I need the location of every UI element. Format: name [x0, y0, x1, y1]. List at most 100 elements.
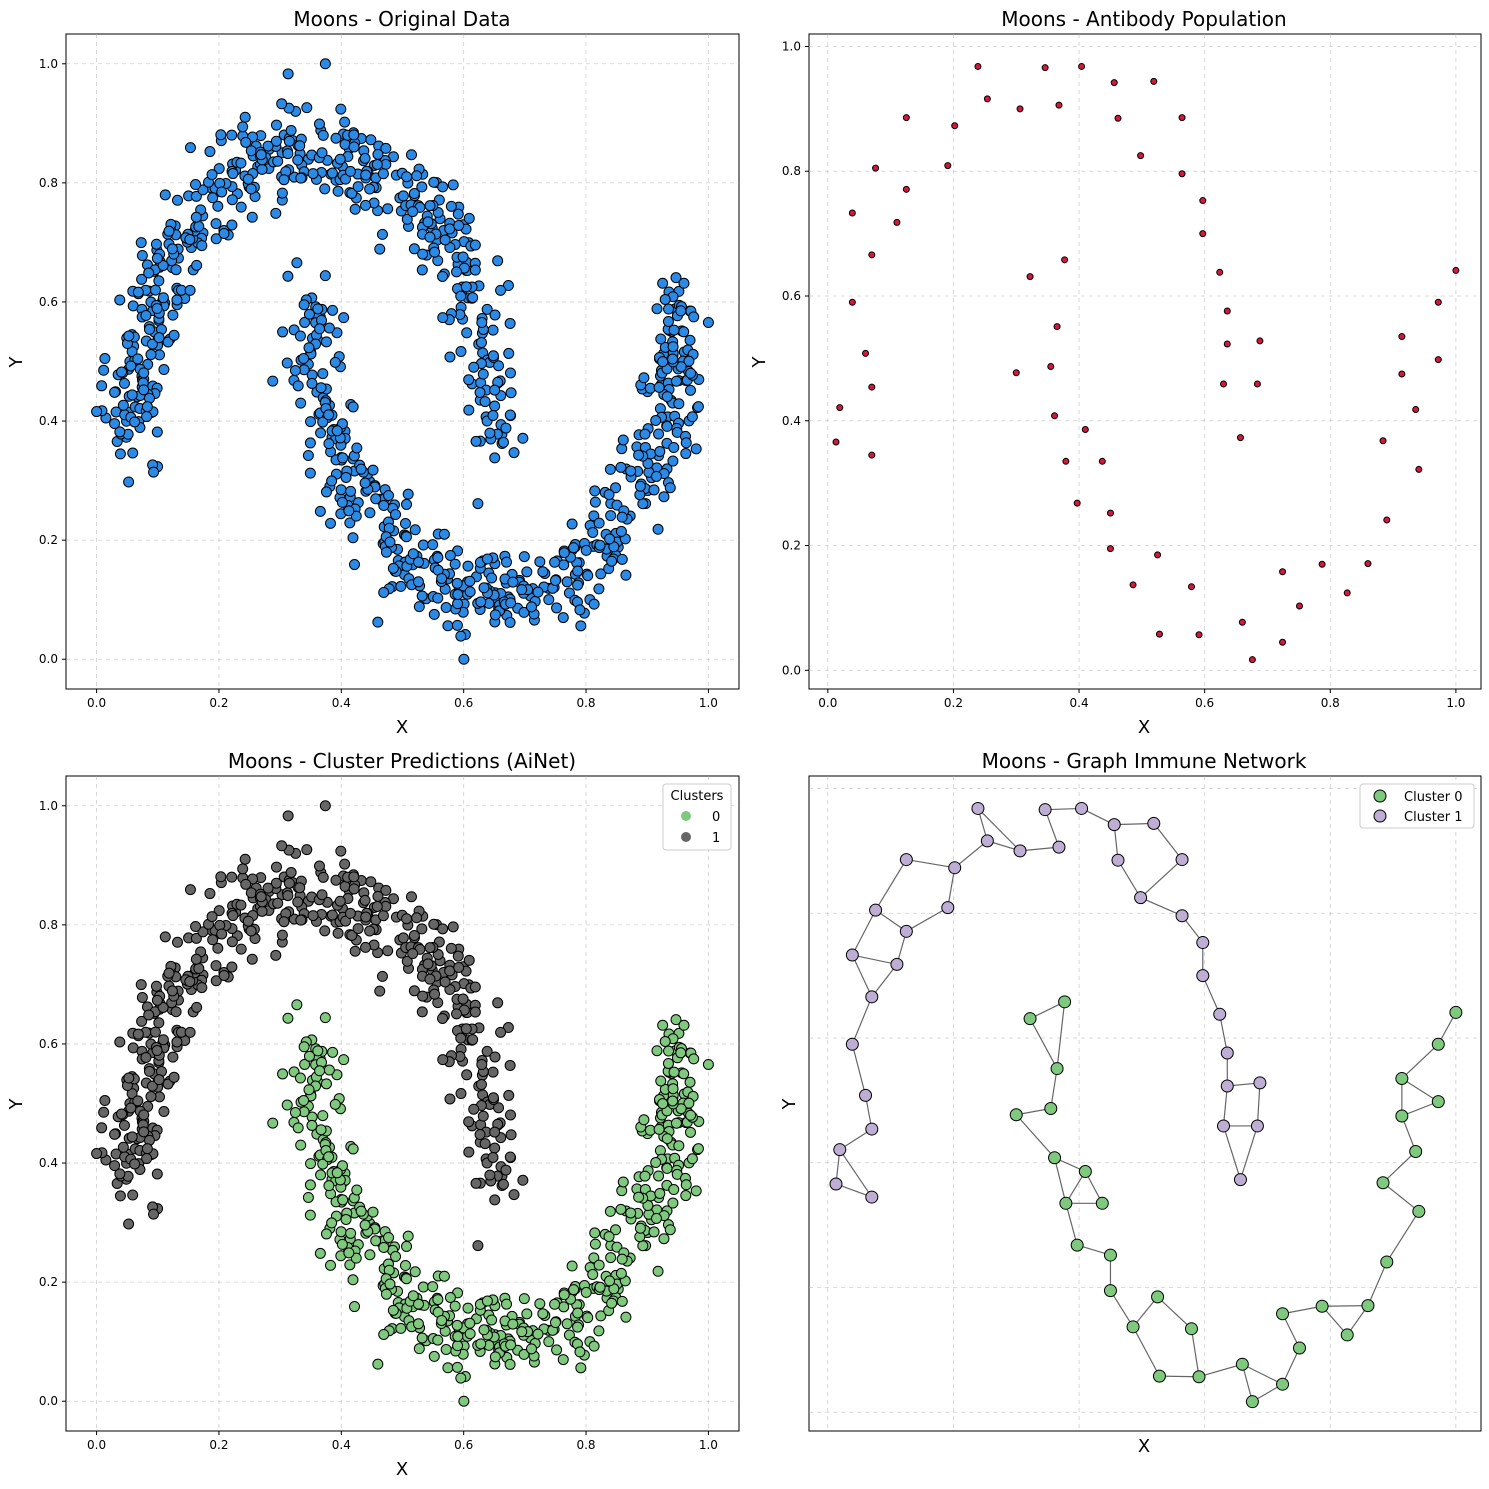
cluster-0-point — [319, 1012, 331, 1024]
antibody-point — [832, 438, 840, 446]
data-point — [453, 219, 465, 231]
cluster-1-point — [307, 910, 319, 922]
cluster-0-point — [549, 1298, 561, 1310]
cluster-0-point — [303, 1084, 315, 1096]
cluster-0-point — [282, 1012, 294, 1024]
network-node-cluster-0 — [1126, 1320, 1140, 1334]
y-tick-label: 0.8 — [782, 164, 801, 178]
data-point — [684, 384, 696, 396]
cluster-0-point — [452, 1330, 464, 1342]
network-node-cluster-1 — [1175, 909, 1189, 923]
data-point — [331, 425, 343, 437]
cluster-1-point — [352, 923, 364, 935]
cluster-0-point — [594, 1281, 606, 1293]
cluster-0-point — [345, 1227, 357, 1239]
data-point — [91, 406, 103, 418]
cluster-1-point — [132, 1095, 144, 1107]
network-node-cluster-1 — [829, 1177, 843, 1191]
y-tick-label: 0.4 — [39, 1156, 58, 1170]
data-point — [447, 179, 459, 191]
network-node-cluster-0 — [1009, 1108, 1023, 1122]
y-tick-label: 1.0 — [782, 39, 801, 53]
network-node-cluster-0 — [1361, 1299, 1375, 1313]
cluster-1-point — [468, 1103, 480, 1115]
cluster-1-point — [416, 923, 428, 935]
panel-4-nodes — [829, 801, 1463, 1409]
cluster-1-point — [171, 936, 183, 948]
data-point — [171, 294, 183, 306]
cluster-1-point — [463, 1116, 475, 1128]
cluster-0-point — [438, 1270, 450, 1282]
cluster-0-point — [675, 1103, 687, 1115]
data-point — [664, 482, 676, 494]
cluster-0-point — [401, 1240, 413, 1252]
data-point — [690, 443, 702, 455]
antibody-point — [1318, 560, 1326, 568]
data-point — [129, 416, 141, 428]
network-edge — [1256, 1082, 1261, 1126]
data-point — [429, 246, 441, 258]
data-point — [469, 239, 481, 251]
cluster-1-point — [270, 861, 282, 873]
cluster-1-point — [339, 858, 351, 870]
data-point — [364, 183, 376, 195]
data-point — [667, 353, 679, 365]
data-point — [460, 281, 472, 293]
network-edge — [906, 858, 955, 869]
data-point — [424, 231, 436, 243]
data-point — [625, 465, 637, 477]
data-point — [416, 264, 428, 276]
data-point — [588, 598, 600, 610]
data-point — [197, 184, 209, 196]
cluster-0-point — [295, 1139, 307, 1151]
cluster-0-point — [667, 1095, 679, 1107]
cluster-0-point — [521, 1308, 533, 1320]
cluster-1-point — [118, 1119, 130, 1131]
data-point — [383, 490, 395, 502]
cluster-1-point — [210, 975, 222, 987]
data-point — [298, 353, 310, 365]
cluster-0-point — [347, 1143, 359, 1155]
data-point — [330, 132, 342, 144]
cluster-1-point — [401, 955, 413, 967]
data-point — [210, 218, 222, 230]
cluster-1-point — [380, 884, 392, 896]
cluster-0-point — [329, 1098, 341, 1110]
data-point — [637, 498, 649, 510]
antibody-point — [1187, 583, 1195, 591]
x-tick-label: 0.2 — [209, 696, 228, 710]
data-point — [190, 179, 202, 191]
data-point — [292, 154, 304, 166]
cluster-1-point — [242, 915, 254, 927]
antibody-point — [1150, 77, 1158, 85]
data-point — [424, 200, 436, 212]
data-point — [135, 237, 147, 249]
panel-4-legend-box — [1359, 783, 1475, 829]
data-point — [303, 308, 315, 320]
cluster-1-point — [159, 931, 171, 943]
cluster-1-point — [377, 910, 389, 922]
data-point — [557, 612, 569, 624]
cluster-1-point — [237, 863, 249, 875]
data-point — [603, 489, 615, 501]
data-point — [184, 234, 196, 246]
cluster-0-point — [658, 1233, 670, 1245]
network-node-cluster-1 — [1147, 816, 1161, 830]
cluster-0-point — [267, 1117, 279, 1129]
panel-1-xlabel: X — [396, 717, 408, 738]
data-point — [432, 552, 444, 564]
data-point — [332, 185, 344, 197]
network-node-cluster-1 — [1038, 803, 1052, 817]
antibody-point — [1223, 340, 1231, 348]
cluster-0-point — [518, 1348, 530, 1360]
network-node-cluster-0 — [1292, 1341, 1306, 1355]
cluster-0-point — [639, 1170, 651, 1182]
cluster-1-point — [190, 953, 202, 965]
data-point — [670, 375, 682, 387]
panel-original-data: Moons - Original Data 0.0 0.0 0.2 0.2 0.4 0.4… — [6, 7, 740, 738]
data-point — [125, 360, 137, 372]
cluster-1-point — [475, 1079, 487, 1091]
data-point — [340, 471, 352, 483]
network-node-cluster-1 — [971, 801, 985, 815]
data-point — [191, 259, 203, 271]
